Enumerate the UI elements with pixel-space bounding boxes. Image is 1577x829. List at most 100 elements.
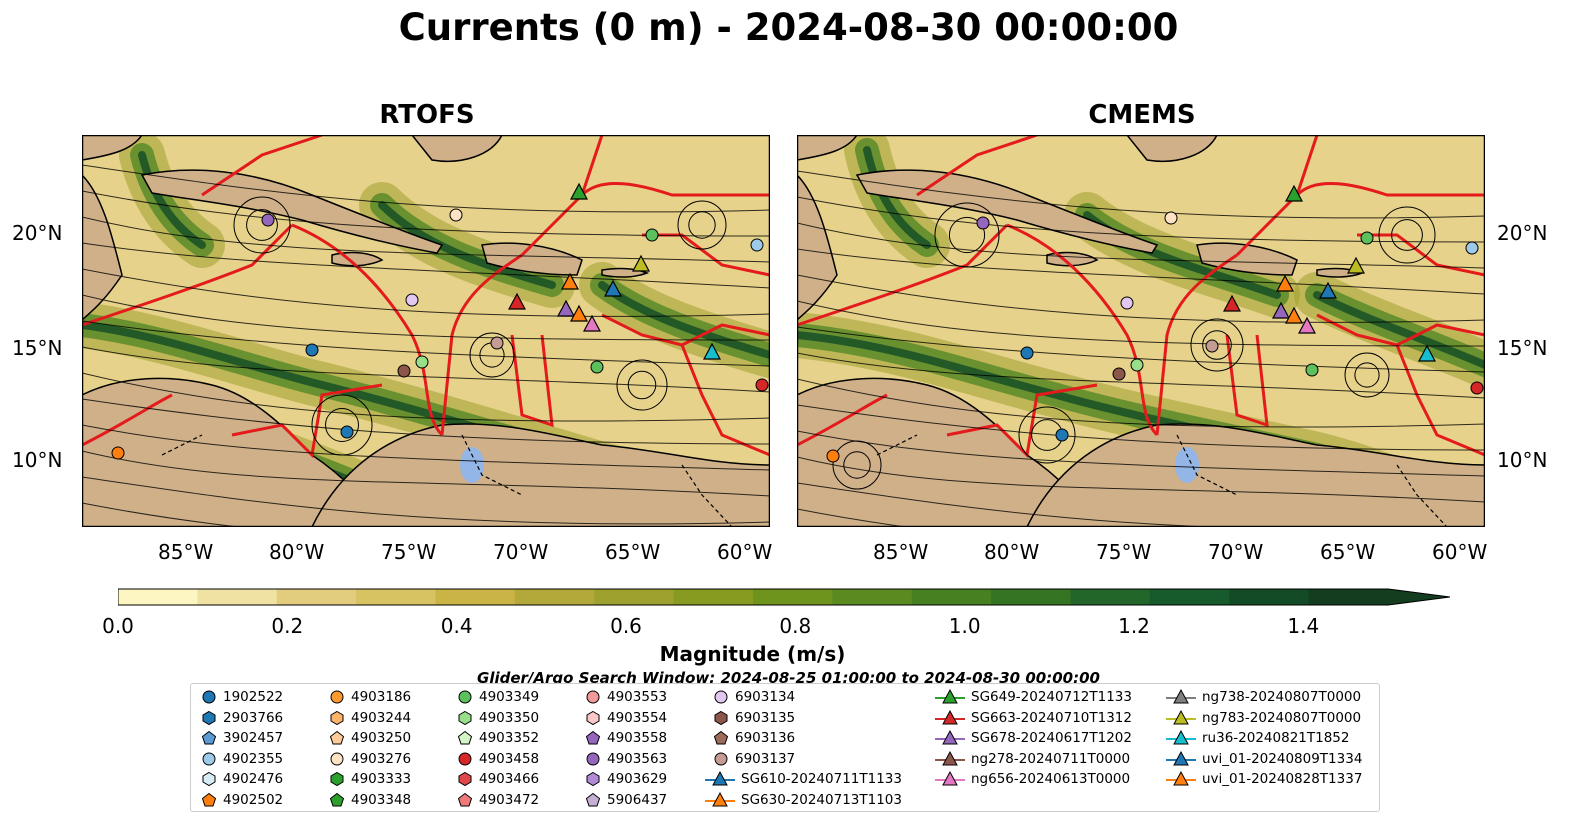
argo-float-marker <box>1120 296 1134 310</box>
legend-label: 6903135 <box>735 709 796 726</box>
eddy-streamline <box>233 196 291 254</box>
streamline <box>82 216 770 263</box>
streamline <box>82 502 244 527</box>
eddy-streamline <box>246 209 278 241</box>
country-border <box>876 434 918 456</box>
colorbar-outline <box>118 588 1450 606</box>
legend-glider-entry: uvi_01-20240809T1334 <box>1166 749 1362 769</box>
streamline <box>82 450 770 497</box>
eddy-streamline <box>843 451 871 479</box>
legend-argo-entry: 3902457 <box>201 728 283 748</box>
colorbar-tick-label: 0.4 <box>440 614 473 638</box>
glider-triangle-icon <box>1166 688 1196 704</box>
legend-label: 4902476 <box>223 771 284 787</box>
legend-label: 3902457 <box>223 730 284 746</box>
legend-argo-entry: 4903250 <box>329 728 411 748</box>
legend-label: 4903458 <box>479 750 540 767</box>
argo-marker-icon <box>202 752 216 765</box>
legend-label: 4903350 <box>479 709 540 726</box>
colorbar-segment <box>832 589 913 605</box>
lon-tick-label: 60°W <box>1432 540 1488 564</box>
colorbar-tick-label: 1.0 <box>948 614 981 638</box>
glider-track-marker <box>1298 316 1316 334</box>
streamline <box>82 320 770 367</box>
legend-argo-entry: 4903244 <box>329 708 411 728</box>
eez-boundary <box>520 182 770 257</box>
eez-boundary <box>440 253 523 436</box>
lake <box>460 447 484 483</box>
legend-label: 4903244 <box>351 709 412 726</box>
eez-boundary <box>680 344 770 457</box>
eez-boundary <box>201 135 323 197</box>
streamline <box>797 378 1485 428</box>
argo-marker-icon <box>201 730 217 745</box>
legend-glider-entry: SG649-20240712T1133 <box>935 687 1132 707</box>
argo-float-marker <box>1055 428 1069 442</box>
lon-tick-label: 75°W <box>1096 540 1152 564</box>
legend-label: uvi_01-20240809T1334 <box>1202 750 1363 767</box>
legend-glider-entry: ng783-20240807T0000 <box>1166 708 1361 728</box>
argo-float-marker <box>750 238 764 252</box>
eddy-streamline <box>325 408 359 442</box>
argo-float-marker <box>1470 381 1484 395</box>
glider-triangle-icon <box>935 729 965 745</box>
eez-boundary <box>580 135 604 196</box>
eez-boundary <box>916 135 1038 197</box>
legend-label: ng783-20240807T0000 <box>1202 709 1362 726</box>
legend-argo-entry: 4903553 <box>585 687 667 707</box>
colorbar-tick-label: 0.0 <box>102 614 134 638</box>
eddy-streamline <box>948 216 986 254</box>
current-jet-core <box>1313 291 1485 369</box>
eez-boundary <box>1006 223 1159 437</box>
legend-label: ng738-20240807T0000 <box>1202 689 1362 705</box>
legend-label: 6903136 <box>735 730 796 746</box>
streamline <box>82 190 770 237</box>
streamline <box>82 268 770 317</box>
legend-label: 2903766 <box>223 709 284 726</box>
argo-float-marker <box>1112 367 1126 381</box>
legend-label: 4903472 <box>479 791 540 808</box>
legend-label: uvi_01-20240828T1337 <box>1202 771 1363 787</box>
legend-argo-entry: 6903134 <box>713 687 795 707</box>
land-mass <box>411 135 503 162</box>
glider-triangle-icon <box>1166 709 1196 724</box>
legend-label: 1902522 <box>223 689 284 705</box>
argo-float-marker <box>1465 241 1479 255</box>
argo-float-marker <box>1020 346 1034 360</box>
lon-tick-label: 75°W <box>381 540 437 564</box>
colorbar-segment <box>1149 589 1230 605</box>
legend-label: 4902355 <box>223 750 284 767</box>
colorbar-tick-label: 0.2 <box>271 614 304 638</box>
lon-tick-label: 65°W <box>1320 540 1376 564</box>
streamline <box>797 430 1485 477</box>
argo-marker-icon <box>714 690 728 704</box>
legend-argo-entry: 4903352 <box>457 728 539 748</box>
argo-marker-icon <box>458 771 472 787</box>
argo-marker-icon <box>457 792 473 806</box>
colorbar-segment <box>356 589 436 605</box>
lon-tick-label: 85°W <box>873 540 929 564</box>
land-mass <box>797 173 838 322</box>
streamline <box>797 456 1485 503</box>
lat-tick-label-right: 15°N <box>1497 336 1548 360</box>
legend-glider-entry: ng656-20240613T0000 <box>935 769 1130 789</box>
streamline <box>797 508 910 527</box>
colorbar-tick-label: 0.8 <box>779 614 812 638</box>
current-jet-core <box>378 201 556 289</box>
argo-float-marker <box>1164 211 1178 225</box>
argo-marker-icon <box>202 710 216 725</box>
streamline <box>82 424 770 471</box>
legend-glider-entry: SG630-20240713T1103 <box>705 790 902 810</box>
glider-track-marker <box>1285 184 1303 202</box>
eddy-streamline <box>688 211 716 239</box>
glider-track-marker <box>508 292 526 310</box>
legend-label: 4903466 <box>479 771 540 787</box>
eddy-streamline <box>1344 352 1390 398</box>
streamline <box>797 170 1485 219</box>
argo-float-marker <box>405 293 419 307</box>
argo-marker-icon <box>586 771 600 787</box>
argo-float-marker <box>261 213 275 227</box>
argo-float-marker <box>755 378 769 392</box>
streamline <box>82 372 770 422</box>
streamline <box>82 164 770 213</box>
